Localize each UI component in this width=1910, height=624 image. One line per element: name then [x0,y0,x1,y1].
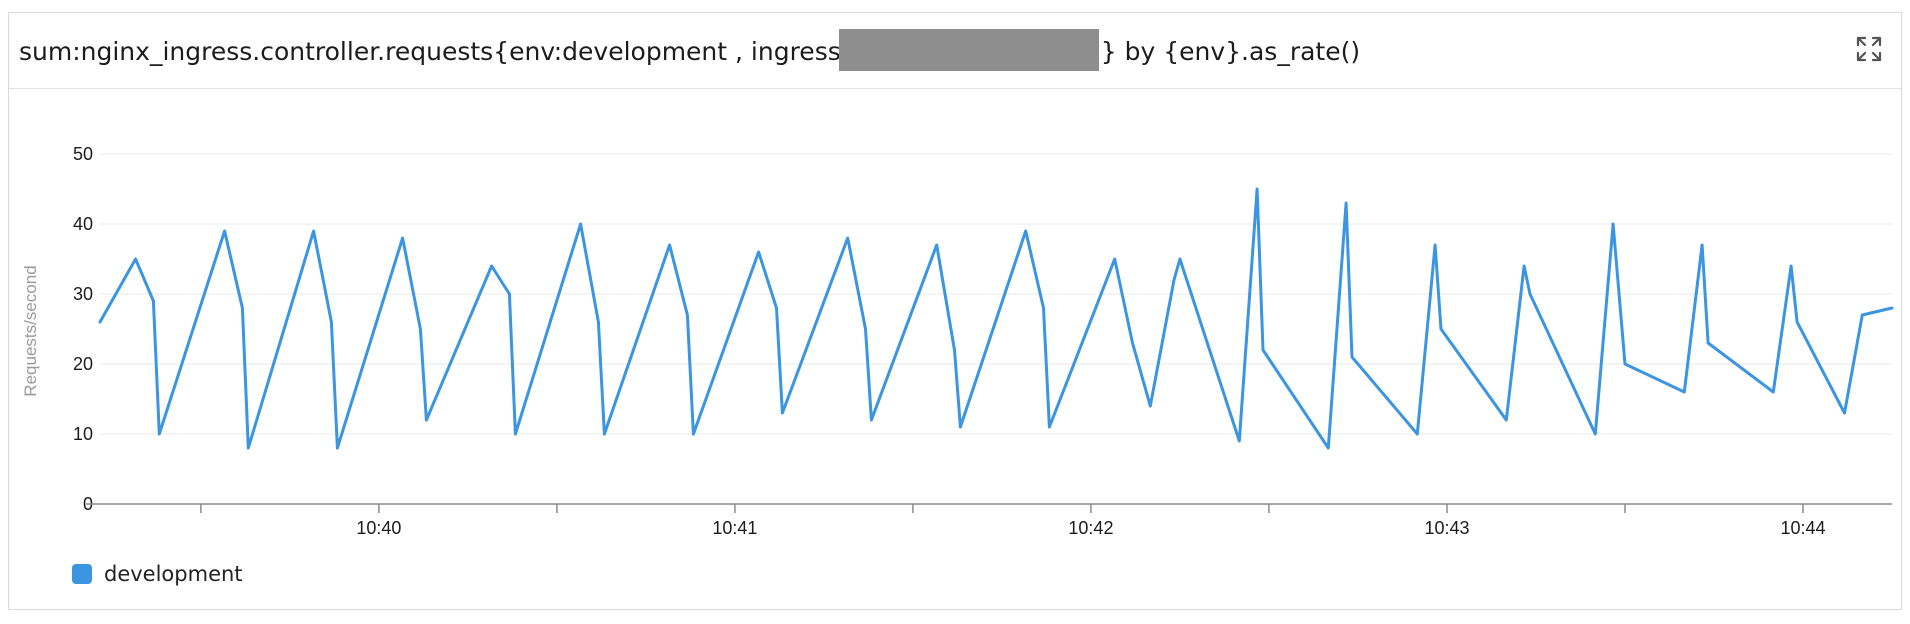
legend: development [72,560,243,588]
y-tick-label: 30 [73,284,93,304]
widget-title-query: sum:nginx_ingress.controller.requests{en… [19,37,841,66]
widget-title: sum:nginx_ingress.controller.requests{en… [19,29,1361,71]
gridlines [100,153,1892,435]
legend-swatch[interactable] [72,564,92,584]
series-development [98,187,1894,450]
y-tick-label: 50 [73,144,93,164]
y-tick-label: 40 [73,214,93,234]
y-tick-label: 20 [73,354,93,374]
timeseries-widget: sum:nginx_ingress.controller.requests{en… [8,12,1902,610]
expand-icon[interactable] [1855,35,1883,63]
y-tick-label: 10 [73,424,93,444]
legend-label[interactable]: development [104,562,243,586]
y-axis-label: Requests/second [21,265,40,396]
x-tick-label: 10:43 [1424,518,1469,538]
x-axis: 10:40 10:41 10:42 10:43 10:44 [86,503,1892,538]
x-tick-label: 10:42 [1068,518,1113,538]
widget-header: sum:nginx_ingress.controller.requests{en… [9,13,1901,89]
x-tick-label: 10:44 [1780,518,1825,538]
x-tick-label: 10:40 [356,518,401,538]
x-tick-label: 10:41 [712,518,757,538]
redacted-block [838,29,1099,71]
series-line-development[interactable] [98,187,1894,450]
widget-title-grouping: } by {env}.as_rate() [1100,37,1361,66]
